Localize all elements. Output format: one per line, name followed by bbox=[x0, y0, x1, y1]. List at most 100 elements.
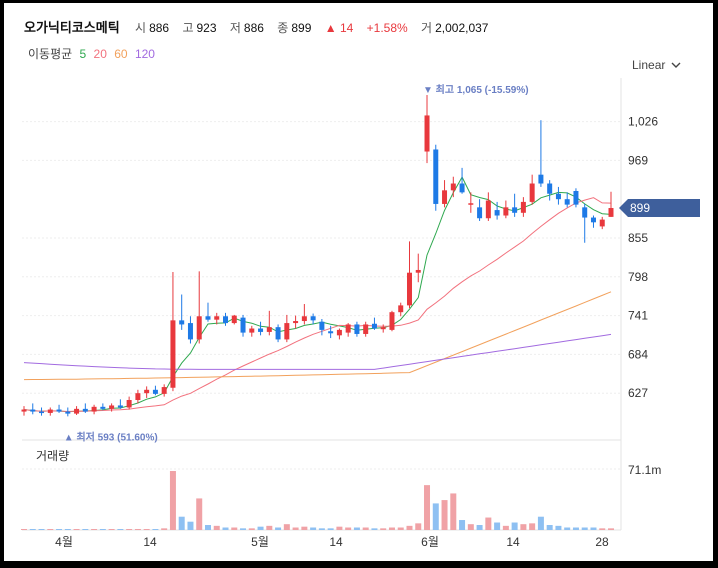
candle-body bbox=[345, 324, 351, 333]
max-price-marker: ▼ 최고 1,065 (-15.59%) bbox=[423, 83, 529, 96]
volume-bar bbox=[126, 529, 133, 530]
candle-body bbox=[442, 190, 448, 204]
price-tick-label: 684 bbox=[628, 347, 648, 361]
x-tick-label: 28 bbox=[595, 535, 609, 549]
volume-bar bbox=[415, 523, 422, 530]
candle-body bbox=[21, 409, 27, 412]
candle-body bbox=[144, 389, 150, 394]
volume-bar bbox=[29, 529, 36, 530]
volume-bar bbox=[397, 527, 404, 530]
volume-bar bbox=[283, 524, 290, 530]
candle-body bbox=[590, 217, 596, 223]
candle-body bbox=[152, 389, 158, 394]
volume-bar bbox=[73, 529, 80, 530]
candle-body bbox=[100, 406, 106, 409]
candle-body bbox=[109, 405, 115, 409]
candle-body bbox=[415, 269, 421, 273]
high-value: 923 bbox=[196, 21, 217, 35]
volume-bar bbox=[371, 528, 378, 530]
open-value: 886 bbox=[149, 21, 170, 35]
candle-body bbox=[258, 328, 264, 332]
volume-bar bbox=[529, 523, 536, 530]
volume-bar bbox=[581, 527, 588, 530]
candle-body bbox=[301, 316, 307, 322]
volume-bar bbox=[108, 529, 115, 530]
volume-bar bbox=[327, 528, 334, 530]
volume-bar bbox=[450, 493, 457, 530]
scale-select-button[interactable]: Linear bbox=[632, 58, 681, 72]
chevron-down-icon bbox=[669, 58, 681, 72]
candle-body bbox=[231, 315, 237, 324]
candle-body bbox=[293, 321, 299, 324]
volume-bar bbox=[432, 503, 439, 530]
candle-body bbox=[433, 149, 439, 204]
candle-body bbox=[573, 191, 579, 205]
volume-bar bbox=[388, 527, 395, 530]
volume-bar bbox=[353, 527, 360, 530]
candle-body bbox=[74, 408, 80, 414]
candle-body bbox=[363, 324, 369, 334]
candle-body bbox=[65, 411, 71, 414]
candle-body bbox=[371, 323, 377, 329]
volume-bar bbox=[537, 516, 544, 530]
volume-bar bbox=[64, 529, 71, 530]
candle-body bbox=[56, 409, 62, 412]
volume-bar bbox=[441, 500, 448, 530]
chart-panel: 오가닉티코스메틱 시 886 고 923 저 886 종 899 ▲ 14 +1.58%… bbox=[4, 3, 713, 561]
volume-bar bbox=[275, 527, 282, 530]
candle-body bbox=[196, 316, 202, 340]
candle-body bbox=[266, 327, 272, 332]
volume-bar bbox=[178, 516, 185, 530]
volume-panel-label: 거래량 bbox=[36, 449, 70, 463]
high-label: 고 bbox=[182, 21, 194, 35]
volume-bar bbox=[21, 529, 27, 530]
volume-label: 거 bbox=[421, 21, 433, 35]
volume-bar bbox=[467, 524, 474, 530]
volume-bar bbox=[56, 529, 63, 530]
current-price-label: 899 bbox=[630, 201, 650, 215]
candle-body bbox=[512, 207, 518, 213]
candle-body bbox=[529, 183, 535, 202]
candle-body bbox=[608, 208, 614, 217]
volume-bar bbox=[143, 529, 150, 530]
volume-bar bbox=[91, 529, 98, 530]
ma-120: 120 bbox=[134, 47, 155, 61]
candle-body bbox=[555, 193, 561, 200]
volume-bar bbox=[257, 526, 264, 530]
stock-name: 오가닉티코스메틱 bbox=[24, 20, 120, 35]
volume-bar bbox=[310, 527, 317, 530]
candle-body bbox=[503, 207, 509, 216]
volume-bar bbox=[161, 528, 168, 530]
candle-body bbox=[485, 200, 491, 219]
candle-body bbox=[205, 316, 211, 320]
price-tick-label: 969 bbox=[628, 153, 648, 167]
change-percent: +1.58% bbox=[366, 21, 408, 35]
volume-bar bbox=[222, 527, 229, 530]
close-value: 899 bbox=[291, 21, 312, 35]
volume-bar bbox=[231, 527, 238, 530]
open-label: 시 bbox=[135, 21, 147, 35]
volume-bar bbox=[380, 528, 387, 530]
ma-60-line bbox=[23, 291, 612, 381]
scale-label: Linear bbox=[632, 58, 666, 72]
candle-body bbox=[170, 320, 176, 388]
change-value: 14 bbox=[339, 21, 354, 35]
x-tick-label: 14 bbox=[506, 535, 520, 549]
candle-body bbox=[284, 323, 290, 340]
volume-bar bbox=[248, 528, 255, 530]
candle-body bbox=[310, 316, 316, 321]
volume-bar bbox=[362, 527, 369, 530]
volume-bar bbox=[345, 527, 352, 530]
price-tick-label: 798 bbox=[628, 270, 648, 284]
candle-body bbox=[468, 203, 474, 205]
candle-body bbox=[380, 327, 386, 330]
volume-bar bbox=[564, 527, 571, 530]
candle-body bbox=[240, 317, 246, 333]
x-tick-label: 4월 bbox=[55, 535, 73, 549]
close-label: 종 bbox=[277, 21, 289, 35]
volume-bar bbox=[99, 529, 106, 530]
candle-body bbox=[494, 210, 500, 216]
x-tick-label: 14 bbox=[143, 535, 157, 549]
candle-body bbox=[477, 207, 483, 219]
